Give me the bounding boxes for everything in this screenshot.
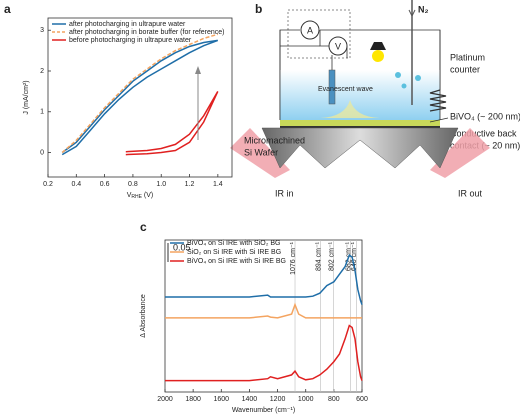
reference-label: 802 cm⁻¹: [328, 241, 335, 271]
lamp-shade: [370, 42, 386, 50]
contact-label: Conductive back: [450, 128, 517, 138]
electrolyte: [280, 70, 440, 120]
ammeter: [300, 20, 320, 40]
bubble: [415, 75, 421, 81]
plot-frame: [47, 17, 233, 178]
x-tick-label: 2000: [157, 396, 173, 403]
y-axis-label: Δ Absorbance: [140, 294, 147, 338]
x-tick-label: 0.4: [71, 181, 81, 188]
pointer: [429, 117, 449, 123]
reference-label: 640 cm⁻¹: [351, 241, 358, 271]
wafer-label: Si Wafer: [244, 147, 278, 157]
panel-label: b: [255, 2, 262, 16]
series-line: [125, 91, 219, 156]
y-tick-label: 2: [40, 68, 44, 75]
reference-label: 894 cm⁻¹: [315, 241, 322, 271]
legend-label: BiVO₄ on Si IRE with Si IRE BG: [187, 258, 286, 265]
lamp: [372, 50, 384, 62]
y-tick-label: 0: [40, 149, 44, 156]
series-line: [165, 254, 363, 305]
si-wafer: [261, 127, 459, 169]
legend-label: before photocharging in ultrapure water: [69, 37, 192, 44]
ammeter-label: A: [307, 25, 313, 35]
meter-box: [287, 9, 351, 59]
panel-label: c: [140, 220, 147, 234]
x-tick-label: 1200: [270, 396, 286, 403]
voltmeter-label: V: [335, 41, 341, 51]
layer-label: BiVO₄ (~ 200 nm): [450, 111, 520, 121]
arrow-head: [195, 66, 201, 74]
series-line: [61, 33, 219, 154]
x-tick-label: 1600: [213, 396, 229, 403]
y-axis-label: J (mA/cm²): [23, 80, 30, 114]
legend-label: after photocharging in borate buffer (fo…: [69, 29, 225, 36]
diagram: b A V N₂ Platinum counter Evanescent wav…: [230, 0, 520, 198]
series-line: [165, 324, 363, 382]
x-tick-label: 1400: [242, 396, 258, 403]
x-tick-label: 0.8: [128, 181, 138, 188]
x-tick-label: 1.2: [185, 181, 195, 188]
bivo4-layer: [280, 120, 440, 126]
y-tick-label: 1: [40, 109, 44, 116]
x-tick-label: 800: [328, 396, 340, 403]
x-tick-label: 1000: [298, 396, 314, 403]
legend-label: SiO₂ on Si IRE with Si IRE BG: [187, 249, 281, 256]
x-tick-label: 1800: [185, 396, 201, 403]
ir-in-label: IR in: [275, 188, 294, 198]
series-line: [61, 39, 219, 156]
reference-electrode: [328, 69, 336, 105]
platinum-coil: [429, 89, 447, 112]
bubble: [401, 83, 407, 89]
x-tick-label: 1.0: [156, 181, 166, 188]
evanescent-wave: [320, 100, 380, 118]
ir-beam-out: [430, 128, 490, 178]
gas-label: N₂: [418, 4, 429, 14]
series-line: [165, 302, 362, 319]
plot-frame: [164, 239, 363, 393]
panel-label: a: [4, 2, 11, 16]
x-axis-label-part: V: [127, 192, 132, 199]
legend-label: BiVO₄ on Si IRE with SiO₂ BG: [187, 240, 281, 247]
counter-label: Platinum: [450, 52, 485, 62]
x-axis-label-part: RHE: [131, 194, 142, 200]
counter-label: counter: [450, 64, 480, 74]
ir-beam-in: [230, 128, 290, 178]
wave-label: Evanescent wave: [318, 86, 373, 93]
x-axis-label: VRHE (V): [127, 192, 154, 200]
y-tick-label: 3: [40, 27, 44, 34]
ir-out-label: IR out: [458, 188, 483, 198]
scale-bar-label: 0.05: [173, 242, 191, 252]
gas-arrow: [408, 9, 416, 18]
x-tick-label: 600: [356, 396, 368, 403]
voltmeter: [328, 36, 348, 56]
x-axis-label: Wavenumber (cm⁻¹): [232, 407, 295, 414]
wire: [319, 30, 329, 47]
x-tick-label: 1.4: [213, 181, 223, 188]
wafer-label: Micromachined: [244, 135, 305, 145]
bubble: [395, 72, 401, 78]
legend-label: after photocharging in ultrapure water: [69, 21, 186, 28]
x-axis-label-part: (V): [142, 192, 153, 199]
contact-layer: [280, 126, 440, 128]
reference-label: 1076 cm⁻¹: [290, 241, 297, 275]
x-tick-label: 0.2: [43, 181, 53, 188]
x-tick-label: 0.6: [100, 181, 110, 188]
